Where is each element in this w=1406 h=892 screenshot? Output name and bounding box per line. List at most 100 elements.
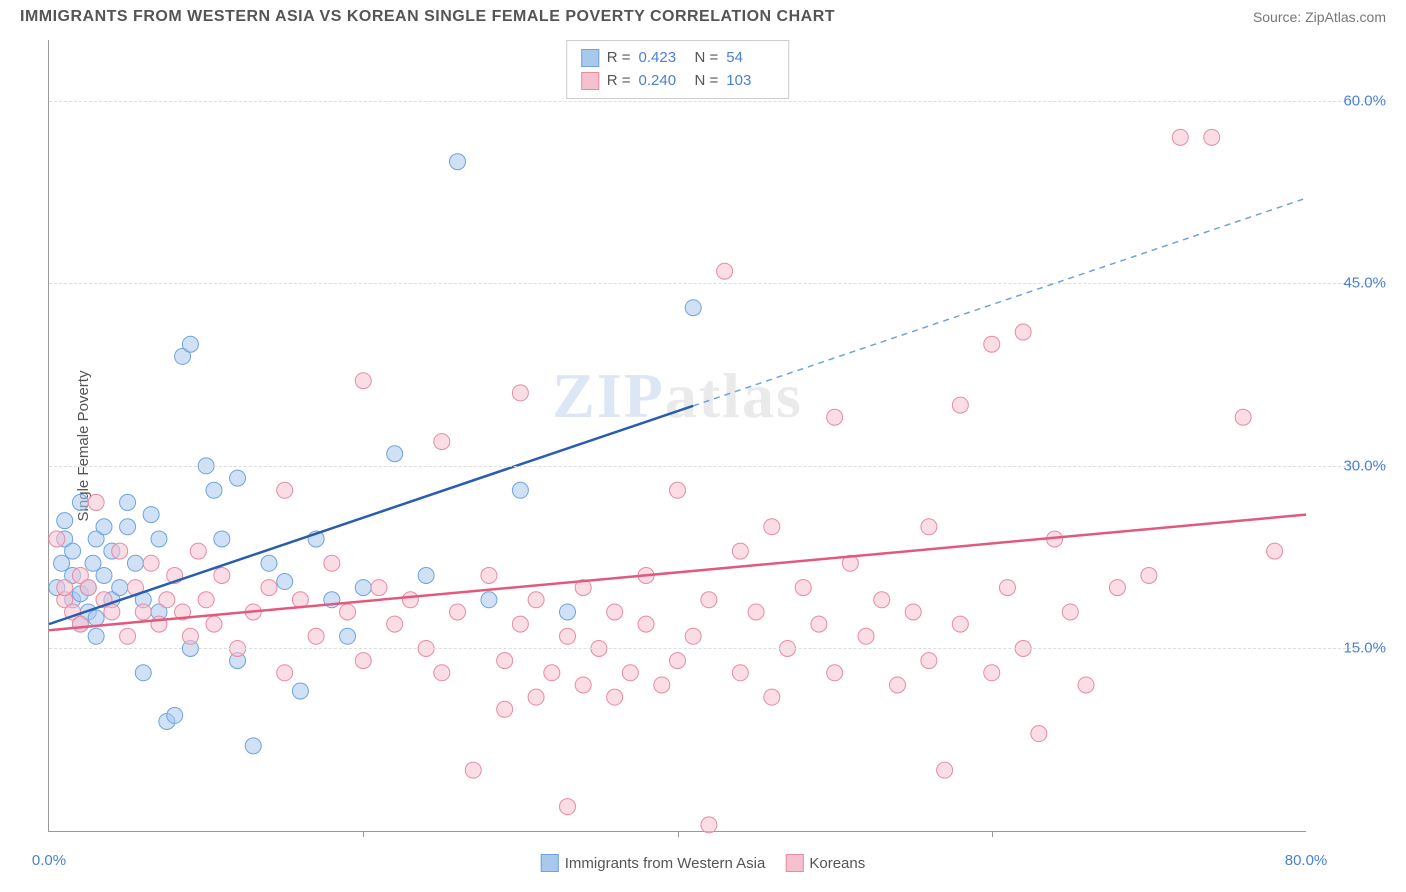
scatter-point [827,665,843,681]
scatter-point [434,665,450,681]
scatter-point [65,543,81,559]
scatter-point [889,677,905,693]
scatter-point [638,616,654,632]
scatter-point [952,616,968,632]
scatter-point [182,628,198,644]
xtick [363,831,364,837]
legend-r-value: 0.240 [639,70,687,93]
scatter-point [88,494,104,510]
scatter-point [795,580,811,596]
scatter-point [717,263,733,279]
scatter-point [127,555,143,571]
ytick-label: 30.0% [1333,457,1386,474]
scatter-point [984,336,1000,352]
scatter-point [143,555,159,571]
legend-label: Koreans [809,855,865,872]
legend-correlation: R =0.423N =54R =0.240N =103 [566,40,790,99]
ytick-label: 15.0% [1333,640,1386,657]
scatter-point [96,567,112,583]
scatter-point [277,482,293,498]
scatter-point [1109,580,1125,596]
legend-item: Immigrants from Western Asia [541,854,766,872]
scatter-point [512,482,528,498]
scatter-point [120,519,136,535]
legend-label: Immigrants from Western Asia [565,855,766,872]
scatter-point [104,604,120,620]
scatter-point [701,592,717,608]
scatter-point [528,592,544,608]
scatter-point [387,446,403,462]
scatter-point [261,555,277,571]
legend-row: R =0.423N =54 [581,47,775,70]
scatter-point [308,628,324,644]
legend-r-label: R = [607,47,631,70]
scatter-point [434,434,450,450]
legend-series: Immigrants from Western Asia Koreans [541,854,866,872]
scatter-point [701,817,717,833]
scatter-point [497,701,513,717]
scatter-point [670,482,686,498]
legend-r-label: R = [607,70,631,93]
scatter-point [874,592,890,608]
scatter-point [858,628,874,644]
scatter-point [57,513,73,529]
scatter-point [512,385,528,401]
scatter-point [732,543,748,559]
chart-area: ZIPatlas R =0.423N =54R =0.240N =103 15.… [48,40,1306,832]
scatter-point [560,799,576,815]
scatter-point [80,580,96,596]
scatter-point [418,567,434,583]
legend-swatch [581,49,599,67]
scatter-point [277,665,293,681]
scatter-point [999,580,1015,596]
xtick-label: 0.0% [32,852,66,869]
scatter-point [748,604,764,620]
legend-n-label: N = [695,70,719,93]
scatter-point [607,604,623,620]
scatter-point [937,762,953,778]
scatter-point [622,665,638,681]
regression-line [49,515,1306,631]
scatter-point [1235,409,1251,425]
scatter-point [921,519,937,535]
xtick [678,831,679,837]
scatter-point [465,762,481,778]
scatter-point [120,494,136,510]
scatter-point [159,592,175,608]
scatter-point [450,154,466,170]
scatter-point [230,470,246,486]
legend-n-label: N = [695,47,719,70]
scatter-point [54,555,70,571]
scatter-point [72,494,88,510]
scatter-point [528,689,544,705]
scatter-point [1031,726,1047,742]
scatter-point [1062,604,1078,620]
scatter-point [497,653,513,669]
scatter-point [167,707,183,723]
chart-title: IMMIGRANTS FROM WESTERN ASIA VS KOREAN S… [20,8,835,26]
scatter-point [1267,543,1283,559]
scatter-point [905,604,921,620]
scatter-point [1204,129,1220,145]
gridline-h [49,101,1386,102]
scatter-point [135,665,151,681]
legend-swatch [541,854,559,872]
scatter-point [450,604,466,620]
scatter-point [984,665,1000,681]
scatter-point [685,628,701,644]
scatter-point [1015,324,1031,340]
legend-r-value: 0.423 [639,47,687,70]
scatter-point [654,677,670,693]
scatter-point [57,580,73,596]
source-label: Source: ZipAtlas.com [1253,9,1386,25]
scatter-point [952,397,968,413]
gridline-h [49,283,1386,284]
scatter-point [355,580,371,596]
legend-item: Koreans [785,854,865,872]
scatter-point [72,616,88,632]
scatter-point [544,665,560,681]
scatter-point [481,592,497,608]
scatter-point [764,519,780,535]
scatter-point [670,653,686,669]
scatter-point [292,683,308,699]
